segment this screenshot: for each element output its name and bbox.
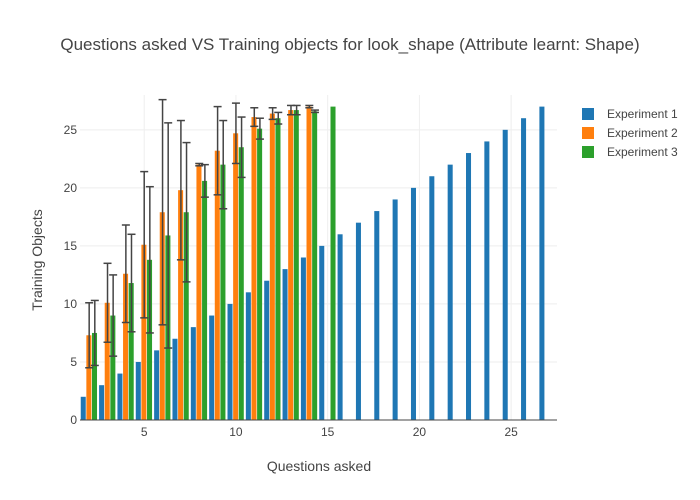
bar [147, 259, 153, 420]
bar [269, 113, 275, 420]
bar [293, 110, 299, 420]
bar [220, 164, 226, 420]
legend-item[interactable]: Experiment 3 [582, 145, 678, 159]
bar [355, 222, 361, 420]
bar [319, 245, 325, 420]
bar [447, 164, 453, 420]
bar [91, 332, 98, 420]
bar [135, 361, 141, 420]
bar [104, 302, 110, 420]
bar [275, 118, 281, 421]
y-tick-label: 0 [70, 413, 77, 427]
y-tick-label: 15 [64, 239, 78, 253]
bar [337, 234, 343, 420]
y-tick-label: 20 [64, 181, 78, 195]
bar [209, 315, 215, 420]
bar [312, 111, 318, 420]
bar [521, 118, 527, 421]
bar [123, 273, 129, 420]
legend[interactable]: Experiment 1 Experiment 2 Experiment 3 [582, 107, 678, 159]
bar [99, 385, 105, 420]
bar [117, 373, 123, 420]
bar [374, 211, 380, 420]
bar [86, 335, 92, 420]
x-tick-label: 15 [321, 425, 335, 439]
bar [251, 117, 257, 421]
bar [172, 338, 178, 420]
bar [196, 164, 202, 420]
legend-label: Experiment 1 [607, 107, 678, 121]
bar [214, 150, 220, 420]
bar [282, 269, 288, 420]
bar [466, 153, 472, 421]
x-tick-label: 5 [141, 425, 148, 439]
legend-item[interactable]: Experiment 2 [582, 126, 678, 140]
x-tick-label: 25 [504, 425, 518, 439]
y-tick-label: 25 [64, 123, 78, 137]
bar [110, 315, 116, 420]
bar [80, 396, 86, 420]
bar [233, 133, 239, 421]
bar [429, 176, 435, 420]
legend-label: Experiment 2 [607, 126, 678, 140]
bar [257, 128, 263, 420]
bar [300, 257, 306, 420]
bar [154, 350, 160, 420]
bar [330, 106, 336, 421]
bar [183, 212, 189, 420]
x-tick-label: 20 [413, 425, 427, 439]
x-tick-labels: 5 10 15 20 25 [141, 425, 518, 439]
bar [178, 190, 184, 420]
legend-swatch [582, 127, 594, 139]
y-tick-labels: 0 5 10 15 20 25 [64, 123, 78, 427]
bar [539, 106, 545, 421]
bar [245, 292, 251, 420]
bar [484, 141, 490, 420]
bar [128, 283, 134, 420]
legend-label: Experiment 3 [607, 145, 678, 159]
x-tick-label: 10 [229, 425, 243, 439]
error-bars [85, 98, 319, 369]
y-tick-label: 10 [64, 297, 78, 311]
legend-swatch [582, 108, 594, 120]
bar [502, 129, 508, 420]
bar [410, 187, 416, 420]
bar [190, 327, 196, 420]
y-axis-title: Training Objects [29, 209, 45, 310]
bar [227, 303, 233, 420]
y-tick-label: 5 [70, 355, 77, 369]
bar [306, 106, 312, 421]
bar [392, 199, 398, 420]
legend-item[interactable]: Experiment 1 [582, 107, 678, 121]
bar [141, 244, 147, 420]
chart-title: Questions asked VS Training objects for … [60, 35, 639, 54]
bar [238, 147, 244, 421]
x-axis-title: Questions asked [267, 458, 371, 474]
bar [264, 280, 270, 420]
bar [288, 110, 294, 420]
bar [202, 180, 208, 420]
legend-swatch [582, 146, 594, 158]
